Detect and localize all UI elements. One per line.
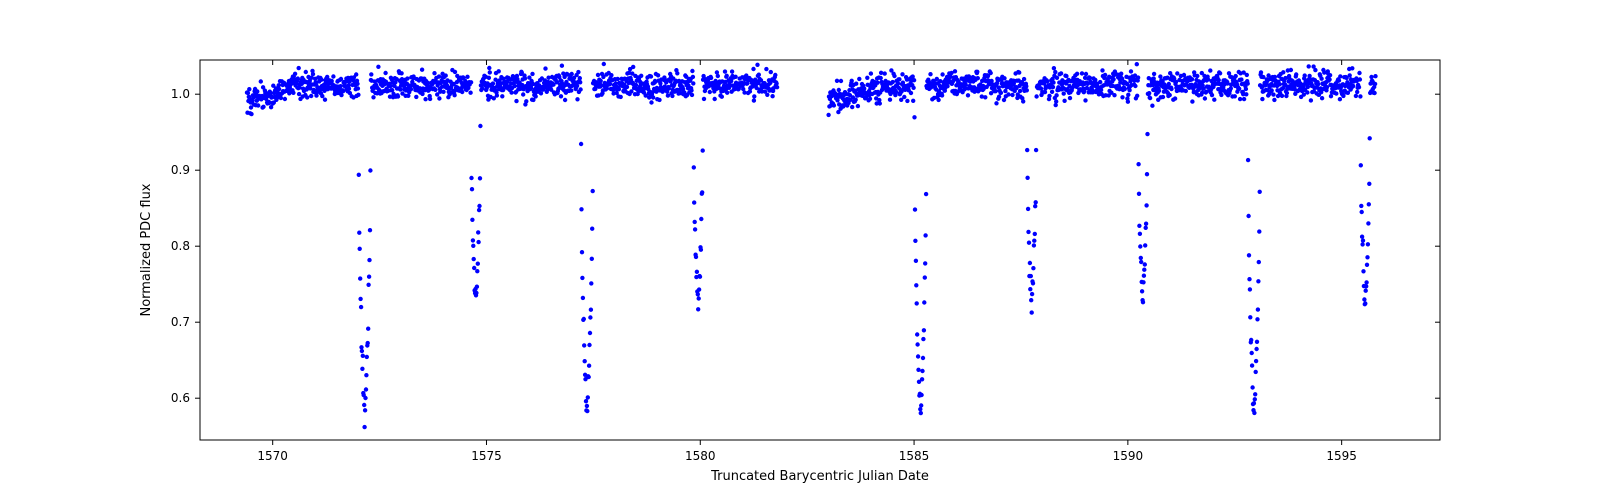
scatter-point: [245, 62, 1378, 430]
chart-svg: 1570 1575 1580 1585 1590 1595 0.6 0.7 0.8 0.9 1.0…: [0, 0, 1600, 500]
lightcurve-chart: 1570 1575 1580 1585 1590 1595 0.6 0.7 0.8 0.9 1.0…: [0, 0, 1600, 500]
x-ticks: 1570 1575 1580 1585 1590 1595: [257, 60, 1357, 463]
plot-border: [200, 60, 1440, 440]
x-tick-label: 1590: [1113, 449, 1144, 463]
x-axis-label: Truncated Barycentric Julian Date: [710, 469, 929, 484]
y-tick-label: 1.0: [171, 87, 190, 101]
y-tick-label: 0.7: [171, 315, 190, 329]
x-tick-label: 1575: [471, 449, 502, 463]
y-axis-label: Normalized PDC flux: [139, 183, 154, 316]
x-tick-label: 1595: [1326, 449, 1357, 463]
x-tick-label: 1570: [257, 449, 288, 463]
y-tick-label: 0.6: [171, 391, 190, 405]
data-points: [245, 62, 1378, 430]
y-ticks: 0.6 0.7 0.8 0.9 1.0: [171, 87, 1440, 405]
y-tick-label: 0.8: [171, 239, 190, 253]
x-tick-label: 1585: [899, 449, 930, 463]
y-tick-label: 0.9: [171, 163, 190, 177]
x-tick-label: 1580: [685, 449, 716, 463]
